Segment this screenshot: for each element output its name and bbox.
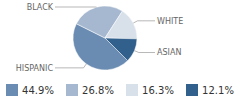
html-text:26.8%: 26.8% <box>82 84 114 96</box>
svg-text:HISPANIC: HISPANIC <box>16 64 54 73</box>
html-text:16.3%: 16.3% <box>142 84 174 96</box>
svg-text:WHITE: WHITE <box>157 17 183 26</box>
svg-text:BLACK: BLACK <box>27 3 54 12</box>
html-text:44.9%: 44.9% <box>22 84 54 96</box>
html-text:12.1%: 12.1% <box>202 84 234 96</box>
svg-text:ASIAN: ASIAN <box>157 48 181 57</box>
